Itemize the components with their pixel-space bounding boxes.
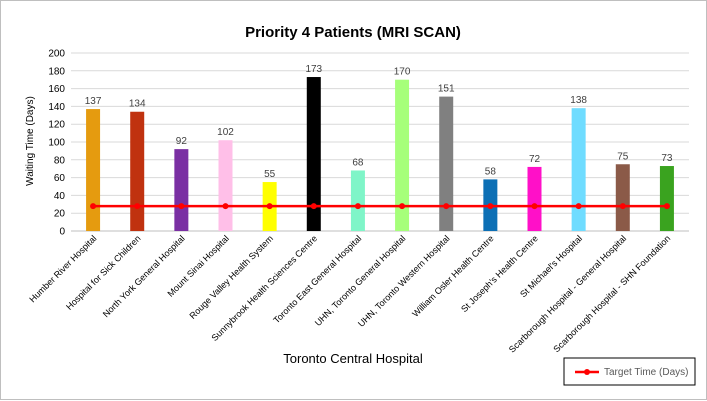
target-point [443,203,450,210]
y-tick-label: 160 [48,84,65,95]
target-point [619,203,626,210]
y-tick-label: 120 [48,120,65,131]
target-point [178,203,185,210]
data-label: 151 [438,84,455,95]
bar [659,166,674,231]
bar [527,166,542,231]
target-point [222,203,229,210]
category-label: North York General Hospital [101,233,187,319]
gridlines [71,52,689,232]
bars [86,77,674,231]
category-label: Rouge Valley Health System [187,233,275,321]
target-point [487,203,494,210]
data-label: 68 [352,157,364,168]
y-axis-ticks: 0 20 40 60 80 100 120 140 160 180 200 [48,49,65,238]
target-point [266,203,273,210]
bar [130,111,145,231]
y-tick-label: 0 [59,227,65,238]
data-labels: 137 134 92 102 55 173 68 170 151 58 72 138 75 73 [85,64,673,180]
bar [306,77,321,231]
bar [174,149,189,231]
y-axis-title: Waiting Time (Days) [25,96,36,186]
data-label: 102 [217,127,234,138]
category-label: UHN, Toronto General Hospital [313,233,408,328]
data-label: 55 [264,169,276,180]
data-label: 173 [305,64,322,75]
legend-marker [584,369,590,375]
data-label: 134 [129,99,146,110]
legend: Target Time (Days) [563,357,696,386]
data-label: 138 [570,95,587,106]
target-point [90,203,97,210]
bar [439,96,454,231]
data-label: 73 [661,153,673,164]
bar [395,79,410,231]
bar [571,108,586,231]
data-label: 92 [176,136,188,147]
bar [350,170,365,231]
y-tick-label: 20 [54,209,66,220]
target-point [531,203,538,210]
target-point [310,203,317,210]
x-axis-title: Toronto Central Hospital [283,351,423,366]
chart-title: Priority 4 Patients (MRI SCAN) [245,24,461,41]
data-label: 170 [394,67,411,78]
y-tick-label: 80 [54,155,66,166]
legend-label: Target Time (Days) [604,367,688,378]
category-label: Hospital for Sick Children [64,233,143,312]
y-tick-label: 200 [48,49,65,60]
target-point [354,203,361,210]
data-label: 137 [85,96,102,107]
category-label: Toronto East General Hospital [271,233,363,325]
y-tick-label: 60 [54,173,66,184]
data-label: 75 [617,151,629,162]
bar [218,140,233,231]
y-tick-label: 100 [48,138,65,149]
bar [615,164,630,231]
bar [86,109,101,231]
target-point [575,203,582,210]
y-tick-label: 140 [48,102,65,113]
data-label: 72 [529,154,541,165]
category-label: William Osler Health Centre [410,233,496,319]
data-label: 58 [485,166,497,177]
category-label: UHN, Toronto Western Hospital [356,233,452,329]
target-point [663,203,670,210]
category-label: St Joseph's Health Centre [459,233,540,314]
target-point [399,203,406,210]
y-tick-label: 180 [48,66,65,77]
target-point [134,203,141,210]
y-tick-label: 40 [54,191,66,202]
target-line [90,203,670,210]
